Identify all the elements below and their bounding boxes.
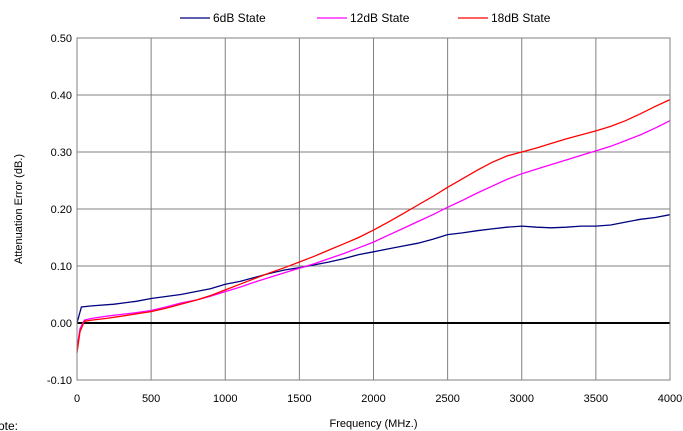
y-tick-label: -0.10 (47, 375, 72, 387)
x-tick-label: 3000 (510, 393, 534, 405)
y-tick-label: 0.50 (51, 33, 72, 45)
y-tick-label: 0.00 (51, 318, 72, 330)
series-line-6db-state (76, 214, 671, 324)
x-tick-labels: 0 500 1000 1500 2000 2500 3000 3500 4000 (74, 393, 682, 405)
corner-note-text: ote: (0, 419, 18, 431)
legend-label: 12dB State (350, 11, 410, 25)
legend: 6dB State 12dB State 18dB State (180, 11, 551, 25)
x-tick-label: 500 (142, 393, 160, 405)
x-tick-label: 2500 (435, 393, 459, 405)
x-tick-label: 3500 (584, 393, 608, 405)
x-tick-label: 4000 (658, 393, 682, 405)
grid (76, 37, 671, 381)
legend-label: 18dB State (491, 11, 551, 25)
x-axis-title: Frequency (MHz.) (329, 418, 417, 430)
x-tick-label: 1000 (213, 393, 237, 405)
plot-frame (76, 37, 671, 381)
x-tick-label: 0 (74, 393, 80, 405)
x-tick-label: 1500 (287, 393, 311, 405)
y-tick-label: 0.20 (51, 204, 72, 216)
series-group (76, 99, 671, 353)
y-tick-labels: -0.10 0.00 0.10 0.20 0.30 0.40 0.50 (47, 33, 72, 387)
series-line-12db-state (76, 120, 671, 349)
y-axis-title: Attenuation Error (dB.) (13, 154, 25, 264)
series-line-18db-state (76, 99, 671, 353)
y-tick-label: 0.40 (51, 90, 72, 102)
y-tick-label: 0.30 (51, 147, 72, 159)
legend-label: 6dB State (213, 11, 266, 25)
y-tick-label: 0.10 (51, 261, 72, 273)
x-tick-label: 2000 (361, 393, 385, 405)
